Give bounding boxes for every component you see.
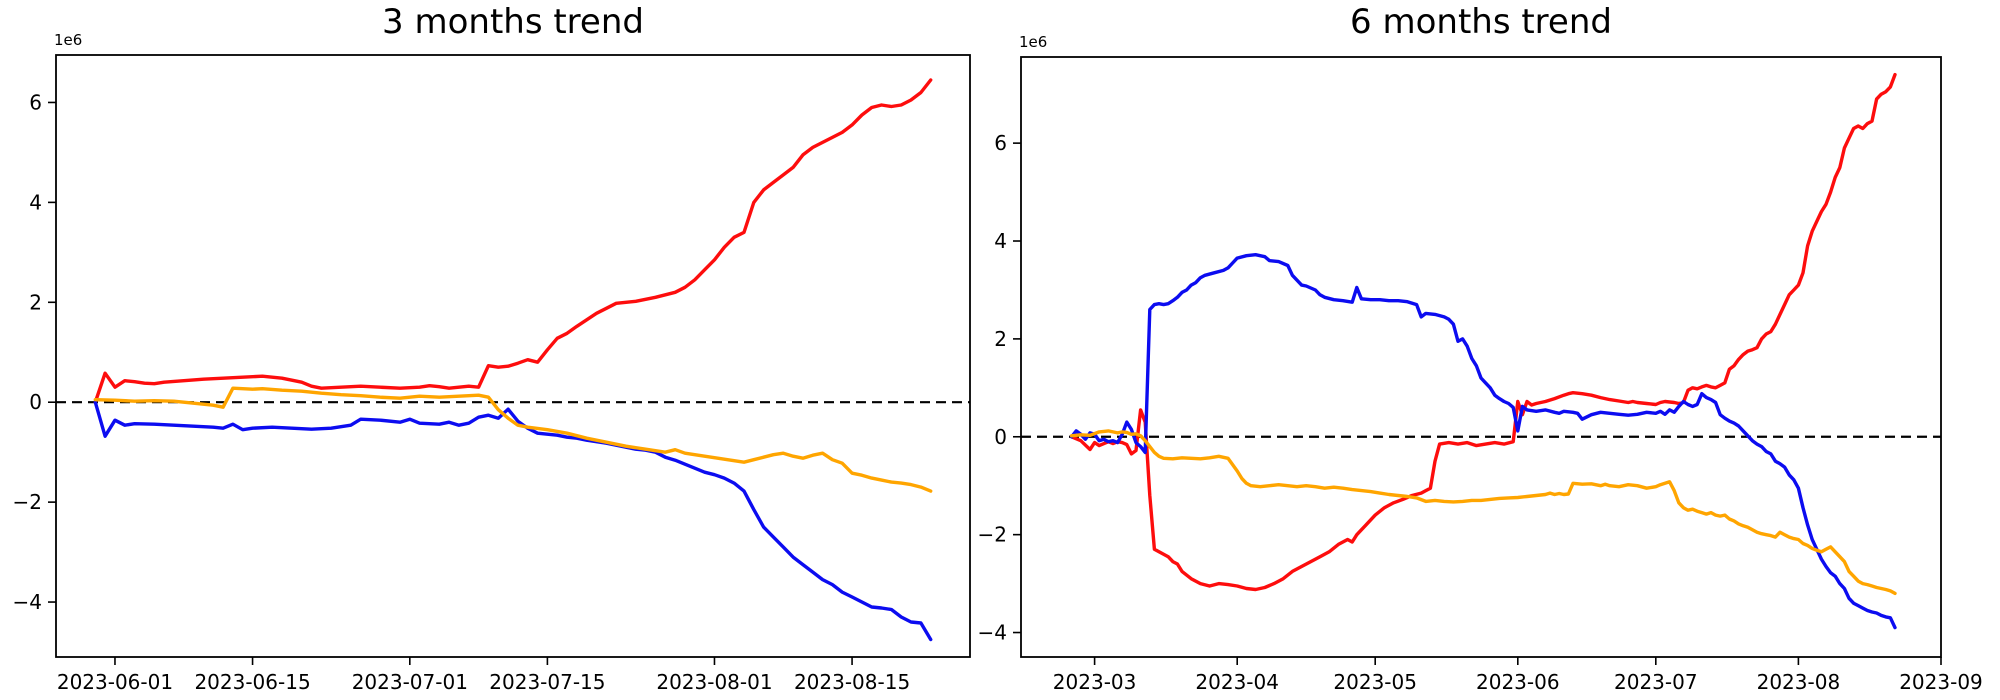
x-tick-label: 2023-08-01 — [656, 670, 772, 694]
series-line-orange — [1069, 429, 1897, 596]
x-tick-label: 2023-07 — [1614, 670, 1698, 694]
y-tick-label: 6 — [29, 90, 42, 114]
left-chart-title: 3 months trend — [382, 2, 644, 42]
series-line-blue — [93, 400, 933, 642]
x-tick-label: 2023-07-15 — [489, 670, 605, 694]
x-tick-label: 2023-03 — [1053, 670, 1137, 694]
x-tick-label: 2023-05 — [1333, 670, 1417, 694]
x-tick-label: 2023-06 — [1476, 670, 1560, 694]
x-tick-label: 2023-07-01 — [352, 670, 468, 694]
right-chart-title: 6 months trend — [1350, 2, 1612, 42]
y-tick-label: −4 — [978, 621, 1007, 645]
y-tick-label: 2 — [994, 327, 1007, 351]
y-tick-label: 4 — [994, 229, 1007, 253]
x-tick-label: 2023-08-15 — [794, 670, 910, 694]
x-tick-label: 2023-06-01 — [57, 670, 173, 694]
right-chart: 2023-03 2023-04 2023-05 2023-06 2023-07 2023-… — [978, 56, 1983, 694]
x-tick-label: 2023-09 — [1899, 670, 1983, 694]
x-tick-label: 2023-04 — [1195, 670, 1279, 694]
y-tick-label: −2 — [13, 490, 42, 514]
x-tick-label: 2023-06-15 — [194, 670, 310, 694]
y-tick-label: 6 — [994, 131, 1007, 155]
y-tick-label: −4 — [13, 590, 42, 614]
x-tick-label: 2023-08 — [1757, 670, 1841, 694]
left-chart: 2023-06-01 2023-06-15 2023-07-01 2023-07-15… — [13, 54, 971, 694]
series-line-red — [93, 78, 933, 404]
y-tick-label: 0 — [29, 390, 42, 414]
y-tick-label: 2 — [29, 290, 42, 314]
y-tick-label: 4 — [29, 190, 42, 214]
series-line-red — [1069, 72, 1897, 592]
y-tick-label: 0 — [994, 425, 1007, 449]
series-line-orange — [93, 386, 933, 493]
series-line-blue — [1069, 252, 1897, 630]
right-y-axis-offset-label: 1e6 — [1019, 33, 1048, 51]
left-y-axis-offset-label: 1e6 — [54, 31, 83, 49]
plot-border — [1020, 56, 1942, 658]
plot-border — [55, 54, 971, 658]
y-tick-label: −2 — [978, 523, 1007, 547]
